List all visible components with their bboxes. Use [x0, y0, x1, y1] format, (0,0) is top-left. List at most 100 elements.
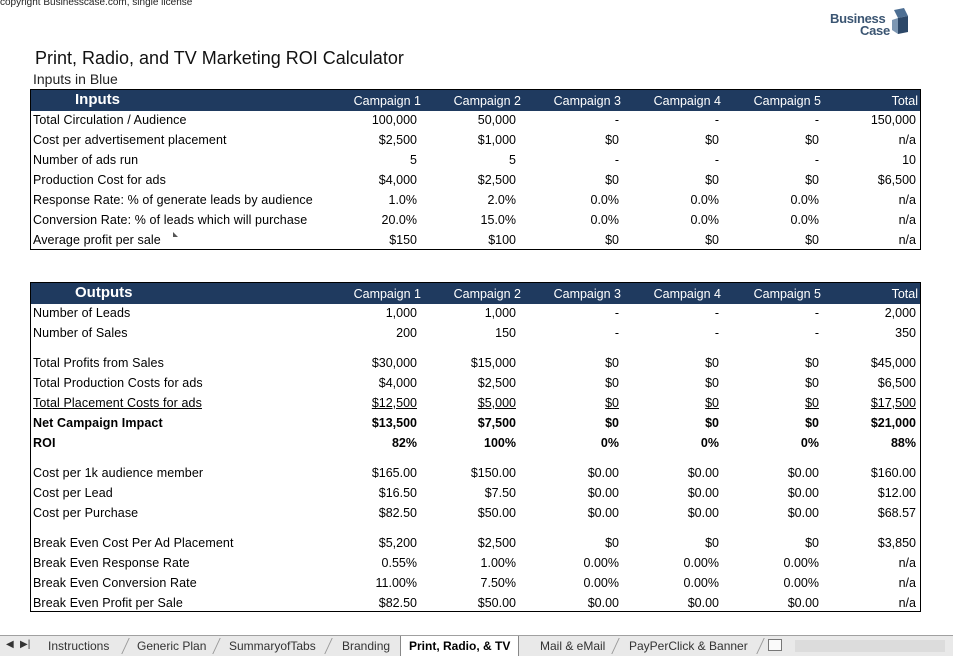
cell-value[interactable]: $0: [705, 356, 719, 370]
cell-value[interactable]: 0.0%: [590, 213, 620, 227]
cell-value[interactable]: -: [714, 306, 719, 320]
cell-value[interactable]: -: [614, 326, 619, 340]
cell-value[interactable]: 11.00%: [375, 576, 417, 590]
row-label[interactable]: Cost per 1k audience member: [33, 466, 204, 480]
cell-value[interactable]: $0: [705, 396, 719, 410]
row-label[interactable]: Response Rate: % of generate leads by au…: [33, 193, 313, 207]
cell-value[interactable]: $0: [705, 536, 719, 550]
cell-value[interactable]: n/a: [898, 576, 916, 590]
row-label[interactable]: ROI: [33, 436, 56, 450]
cell-value[interactable]: $0: [605, 233, 619, 247]
tab-instructions[interactable]: Instructions: [48, 639, 110, 653]
cell-value[interactable]: 15.0%: [480, 213, 516, 227]
cell-value[interactable]: 0.0%: [590, 193, 620, 207]
cell-value[interactable]: $0.00: [687, 466, 719, 480]
tab-summary-of-tabs[interactable]: SummaryofTabs: [229, 639, 316, 653]
cell-value[interactable]: $0: [805, 376, 819, 390]
cell-value[interactable]: $0: [705, 416, 719, 430]
cell-value[interactable]: n/a: [898, 233, 916, 247]
row-label[interactable]: Cost per advertisement placement: [33, 133, 227, 147]
cell-value[interactable]: 0%: [700, 436, 719, 450]
cell-value[interactable]: $0.00: [587, 506, 619, 520]
row-label[interactable]: Average profit per sale: [33, 233, 161, 247]
cell-value[interactable]: 1.0%: [388, 193, 418, 207]
cell-value[interactable]: $15,000: [470, 356, 516, 370]
cell-value[interactable]: $0: [605, 133, 619, 147]
cell-value[interactable]: $50.00: [477, 506, 516, 520]
cell-value[interactable]: $4,000: [378, 173, 417, 187]
row-label[interactable]: Total Placement Costs for ads: [33, 396, 202, 410]
cell-value[interactable]: -: [714, 326, 719, 340]
cell-value[interactable]: $0: [605, 396, 619, 410]
cell-value[interactable]: -: [814, 306, 819, 320]
row-label[interactable]: Total Profits from Sales: [33, 356, 164, 370]
cell-value[interactable]: $160.00: [870, 466, 916, 480]
row-label[interactable]: Cost per Purchase: [33, 506, 139, 520]
row-label[interactable]: Conversion Rate: % of leads which will p…: [33, 213, 308, 227]
row-label[interactable]: Cost per Lead: [33, 486, 113, 500]
tab-mail-email[interactable]: Mail & eMail: [540, 639, 606, 653]
cell-value[interactable]: 0%: [600, 436, 619, 450]
cell-value[interactable]: $82.50: [378, 506, 417, 520]
row-label[interactable]: Break Even Cost Per Ad Placement: [33, 536, 234, 550]
cell-value[interactable]: $0: [605, 356, 619, 370]
cell-value[interactable]: $50.00: [477, 596, 516, 610]
new-sheet-icon[interactable]: [768, 639, 782, 651]
cell-value[interactable]: n/a: [898, 596, 916, 610]
cell-value[interactable]: $0: [605, 173, 619, 187]
cell-value[interactable]: $165.00: [371, 466, 417, 480]
cell-value[interactable]: 5: [410, 153, 417, 167]
cell-value[interactable]: $5,200: [378, 536, 417, 550]
cell-value[interactable]: $68.57: [877, 506, 916, 520]
cell-value[interactable]: $150.00: [470, 466, 516, 480]
cell-value[interactable]: $0: [705, 376, 719, 390]
cell-value[interactable]: $0: [705, 233, 719, 247]
cell-value[interactable]: 0.00%: [783, 556, 819, 570]
cell-value[interactable]: n/a: [898, 193, 916, 207]
cell-value[interactable]: $0.00: [687, 486, 719, 500]
cell-value[interactable]: 82%: [391, 436, 417, 450]
cell-value[interactable]: $0.00: [787, 466, 819, 480]
cell-value[interactable]: 20.0%: [381, 213, 417, 227]
cell-value[interactable]: -: [614, 113, 619, 127]
cell-value[interactable]: 1.00%: [480, 556, 516, 570]
cell-value[interactable]: $7,500: [477, 416, 516, 430]
cell-value[interactable]: 0.00%: [783, 576, 819, 590]
row-label[interactable]: Total Circulation / Audience: [33, 113, 187, 127]
cell-value[interactable]: $13,500: [371, 416, 417, 430]
horizontal-scrollbar[interactable]: [795, 640, 945, 652]
cell-value[interactable]: $6,500: [877, 173, 916, 187]
cell-value[interactable]: 1,000: [385, 306, 417, 320]
cell-value[interactable]: $21,000: [870, 416, 916, 430]
cell-value[interactable]: $0.00: [587, 486, 619, 500]
cell-value[interactable]: $30,000: [371, 356, 417, 370]
row-label[interactable]: Break Even Conversion Rate: [33, 576, 197, 590]
cell-value[interactable]: $0.00: [787, 506, 819, 520]
cell-value[interactable]: 0.00%: [683, 576, 719, 590]
cell-value[interactable]: 0.55%: [381, 556, 417, 570]
cell-value[interactable]: 350: [895, 326, 916, 340]
cell-value[interactable]: 200: [396, 326, 417, 340]
cell-value[interactable]: $0: [805, 356, 819, 370]
cell-value[interactable]: 0.0%: [790, 213, 820, 227]
tab-payperclick-banner[interactable]: PayPerClick & Banner: [629, 639, 748, 653]
cell-value[interactable]: $0.00: [787, 486, 819, 500]
cell-value[interactable]: $0: [605, 536, 619, 550]
cell-value[interactable]: -: [714, 153, 719, 167]
row-label[interactable]: Break Even Profit per Sale: [33, 596, 183, 610]
cell-value[interactable]: $0: [805, 416, 819, 430]
cell-value[interactable]: 0%: [800, 436, 819, 450]
tab-branding[interactable]: Branding: [342, 639, 391, 653]
cell-value[interactable]: 10: [902, 153, 916, 167]
cell-value[interactable]: 150: [495, 326, 516, 340]
cell-value[interactable]: $12.00: [877, 486, 916, 500]
cell-value[interactable]: 1,000: [484, 306, 516, 320]
cell-value[interactable]: -: [814, 326, 819, 340]
cell-value[interactable]: $16.50: [378, 486, 417, 500]
row-label[interactable]: Net Campaign Impact: [33, 416, 163, 430]
row-label[interactable]: Production Cost for ads: [33, 173, 166, 187]
cell-value[interactable]: $2,500: [477, 173, 516, 187]
cell-value[interactable]: $17,500: [870, 396, 916, 410]
tab-print-radio-tv[interactable]: Print, Radio, & TV: [400, 636, 520, 656]
cell-value[interactable]: $0.00: [587, 596, 619, 610]
